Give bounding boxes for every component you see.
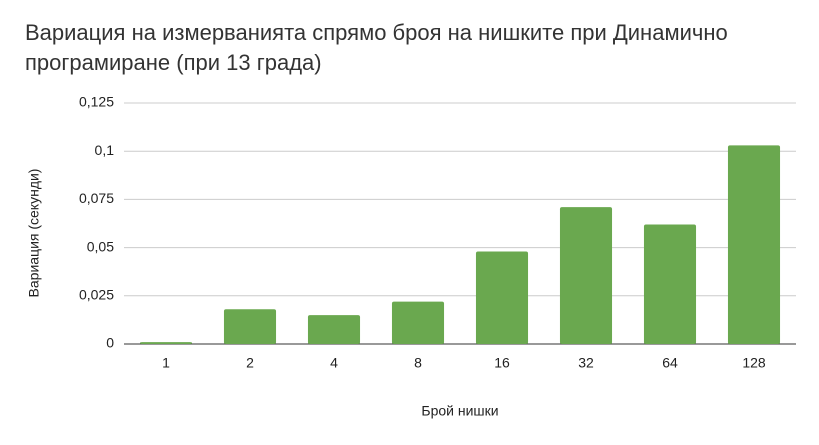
x-tick-label: 8 bbox=[414, 355, 422, 371]
bar bbox=[307, 315, 361, 344]
y-tick-label: 0,1 bbox=[95, 142, 115, 158]
x-tick-label: 16 bbox=[494, 355, 510, 371]
x-tick-label: 128 bbox=[742, 355, 766, 371]
bar bbox=[559, 207, 613, 344]
y-tick-label: 0,125 bbox=[79, 94, 114, 110]
y-axis-label: Вариация (секунди) bbox=[26, 169, 42, 298]
bar bbox=[727, 145, 781, 344]
y-tick-label: 0,025 bbox=[79, 287, 114, 303]
y-tick-label: 0 bbox=[106, 335, 114, 351]
x-tick-label: 4 bbox=[330, 355, 338, 371]
bar bbox=[391, 301, 445, 344]
x-tick-label: 32 bbox=[578, 355, 594, 371]
y-tick-label: 0,05 bbox=[87, 238, 114, 254]
x-axis-label: Брой нишки bbox=[421, 403, 498, 419]
x-tick-label: 2 bbox=[246, 355, 254, 371]
bar bbox=[475, 251, 529, 344]
chart-title: Вариация на измерванията спрямо броя на … bbox=[25, 20, 728, 75]
bar bbox=[139, 342, 193, 344]
bar bbox=[223, 309, 277, 344]
y-tick-label: 0,075 bbox=[79, 190, 114, 206]
bar bbox=[643, 224, 697, 344]
x-tick-label: 64 bbox=[662, 355, 678, 371]
x-tick-label: 1 bbox=[162, 355, 170, 371]
